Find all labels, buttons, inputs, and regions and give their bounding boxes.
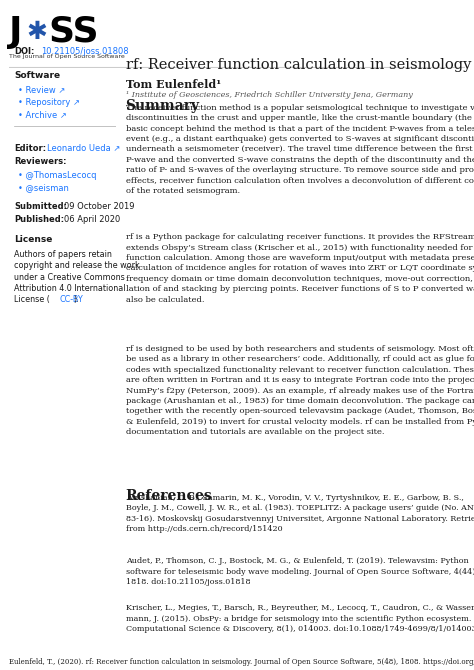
Text: Attribution 4.0 International: Attribution 4.0 International (14, 284, 126, 293)
Text: • Repository ↗: • Repository ↗ (18, 98, 80, 107)
Text: Summary: Summary (126, 99, 200, 113)
Text: J: J (9, 15, 23, 49)
Text: Editor:: Editor: (14, 144, 46, 153)
Text: License: License (14, 235, 53, 244)
Text: ✱: ✱ (26, 20, 47, 44)
Text: 10.21105/joss.01808: 10.21105/joss.01808 (41, 47, 129, 56)
Text: • Archive ↗: • Archive ↗ (18, 111, 67, 120)
Text: The Journal of Open Source Software: The Journal of Open Source Software (9, 54, 125, 59)
Text: 09 October 2019: 09 October 2019 (64, 202, 135, 211)
Text: SS: SS (48, 15, 99, 49)
Text: Audet, P., Thomson, C. J., Bostock, M. G., & Eulenfeld, T. (2019). Telewavsim: P: Audet, P., Thomson, C. J., Bostock, M. G… (126, 557, 474, 586)
Text: DOI:: DOI: (14, 47, 35, 56)
Text: Reviewers:: Reviewers: (14, 157, 67, 166)
Text: The receiver function method is a popular seismological technique to investigate: The receiver function method is a popula… (126, 104, 474, 195)
Text: 06 April 2020: 06 April 2020 (64, 215, 120, 224)
Text: ).: ). (73, 295, 79, 304)
Text: rf: Receiver function calculation in seismology: rf: Receiver function calculation in sei… (126, 58, 471, 72)
Text: under a Creative Commons: under a Creative Commons (14, 273, 125, 281)
Text: Software: Software (14, 71, 60, 80)
Text: License (: License ( (14, 295, 50, 304)
Text: CC-BY: CC-BY (59, 295, 83, 304)
Text: • @ThomasLecocq: • @ThomasLecocq (18, 171, 97, 180)
Text: copyright and release the work: copyright and release the work (14, 261, 140, 270)
Text: References: References (126, 489, 212, 503)
Text: Authors of papers retain: Authors of papers retain (14, 250, 112, 259)
Text: rf is designed to be used by both researchers and students of seismology. Most o: rf is designed to be used by both resear… (126, 345, 474, 436)
Text: Arushanian, O. B., Samarin, M. K., Vorodin, V. V., Tyrtyshnikov, E. E., Garbow, : Arushanian, O. B., Samarin, M. K., Vorod… (126, 494, 474, 533)
Text: Eulenfeld, T., (2020). rf: Receiver function calculation in seismology. Journal : Eulenfeld, T., (2020). rf: Receiver func… (9, 658, 474, 666)
Text: Published:: Published: (14, 215, 64, 224)
Text: Krischer, L., Megies, T., Barsch, R., Beyreuther, M., Lecocq, T., Caudron, C., &: Krischer, L., Megies, T., Barsch, R., Be… (126, 604, 474, 633)
Text: rf is a Python package for calculating receiver functions. It provides the RFStr: rf is a Python package for calculating r… (126, 233, 474, 304)
Text: • Review ↗: • Review ↗ (18, 86, 65, 94)
Text: Tom Eulenfeld¹: Tom Eulenfeld¹ (126, 79, 221, 90)
Text: • @seisman: • @seisman (18, 184, 69, 192)
Text: Leonardo Ueda ↗: Leonardo Ueda ↗ (47, 144, 121, 153)
Text: Submitted:: Submitted: (14, 202, 67, 211)
Text: ¹ Institute of Geosciences, Friedrich Schiller University Jena, Germany: ¹ Institute of Geosciences, Friedrich Sc… (126, 91, 412, 99)
